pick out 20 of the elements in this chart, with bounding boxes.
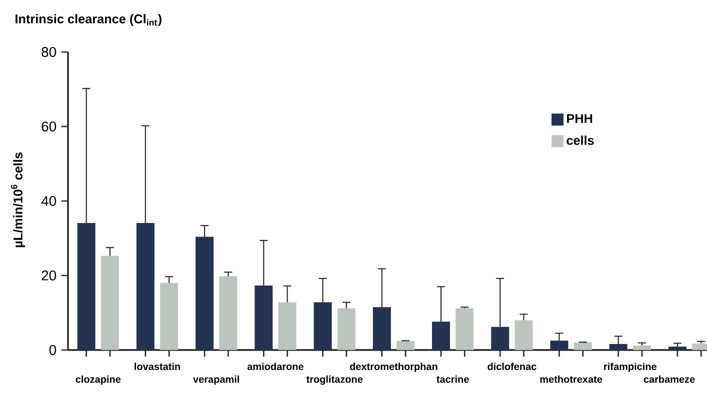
x-tick-label: carbameze <box>644 375 695 383</box>
x-tick-label: dextromethorphan <box>350 362 438 372</box>
chart-title: Intrinsic clearance (Cl$_{int}$) <box>16 14 162 26</box>
x-tick-label: diclofenac <box>488 362 536 370</box>
y-tick-label: 40 <box>41 196 56 206</box>
x-tick-label: troglitazone <box>306 375 363 385</box>
legend-label: cells <box>566 136 594 145</box>
legend-label: PHH <box>567 114 592 123</box>
y-tick-label: 60 <box>42 122 56 132</box>
y-tick-label: 80 <box>42 47 56 57</box>
y-tick-label: 0 <box>49 345 56 355</box>
x-tick-label: tacrine <box>436 375 469 383</box>
x-tick-label: clozapine <box>76 375 121 385</box>
x-tick-label: verapamil <box>193 375 240 385</box>
x-tick-label: rifampicine <box>604 362 656 372</box>
y-axis-title: µL/min/10$^{6}$ cells <box>11 152 25 248</box>
x-tick-label: methotrexate <box>540 375 602 383</box>
x-tick-label: lovastatin <box>134 362 180 370</box>
x-tick-label: amiodarone <box>247 362 304 370</box>
y-tick-label: 20 <box>42 270 56 280</box>
